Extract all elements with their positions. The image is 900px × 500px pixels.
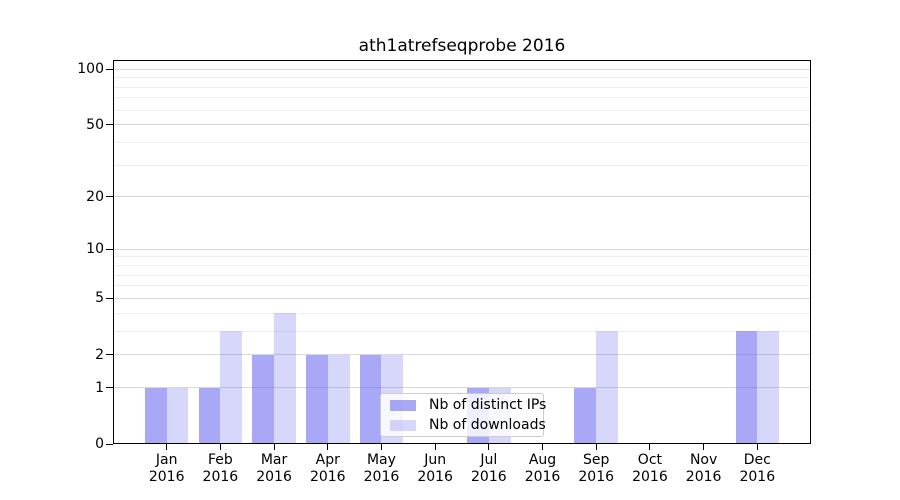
x-tick-label: Jul 2016 <box>471 452 507 485</box>
y-tick-mark <box>106 354 113 356</box>
y-tick-mark <box>106 68 113 70</box>
x-tick-label: Nov 2016 <box>685 452 722 485</box>
legend-row-distinct-ips: Nb of distinct IPs <box>390 397 546 414</box>
legend-swatch-downloads <box>390 419 416 431</box>
x-tick-mark <box>380 444 382 450</box>
gridline-minor <box>113 330 811 332</box>
x-tick-mark <box>756 444 758 450</box>
y-tick-mark <box>106 196 113 198</box>
y-tick-label: 100 <box>77 61 104 78</box>
bar-distinct-ips-may <box>359 354 382 444</box>
gridline-minor <box>113 97 811 99</box>
x-tick-mark <box>327 444 329 450</box>
y-tick-mark <box>106 297 113 299</box>
x-tick-label: Mar 2016 <box>256 452 292 485</box>
x-tick-mark <box>703 444 705 450</box>
bar-distinct-ips-apr <box>305 354 328 444</box>
bar-downloads-mar <box>274 313 296 444</box>
gridline-minor <box>113 285 811 287</box>
x-tick-label: Dec 2016 <box>739 452 776 485</box>
x-tick-mark <box>273 444 275 450</box>
gridline-minor <box>113 312 811 314</box>
x-tick-mark <box>219 444 221 450</box>
y-tick-label: 20 <box>86 188 104 205</box>
x-tick-label: Aug 2016 <box>524 452 561 485</box>
gridline-minor <box>113 86 811 88</box>
gridline-major <box>113 124 811 126</box>
bar-distinct-ips-jan <box>144 387 167 444</box>
gridline-minor <box>113 77 811 79</box>
gridline-major <box>113 248 811 250</box>
x-tick-label: Sep 2016 <box>578 452 615 485</box>
x-tick-mark <box>649 444 651 450</box>
x-tick-mark <box>542 444 544 450</box>
bar-distinct-ips-dec <box>735 331 758 444</box>
x-tick-mark <box>488 444 490 450</box>
legend: Nb of distinct IPs Nb of downloads <box>380 393 546 437</box>
legend-row-downloads: Nb of downloads <box>390 417 546 434</box>
y-tick-mark <box>106 248 113 250</box>
bar-distinct-ips-mar <box>252 354 275 444</box>
y-tick-label: 2 <box>95 346 104 363</box>
bar-distinct-ips-sep <box>574 387 597 444</box>
bar-downloads-jan <box>166 387 189 444</box>
gridline-major <box>113 297 811 299</box>
gridline-minor <box>113 141 811 143</box>
legend-label-distinct-ips: Nb of distinct IPs <box>429 397 547 413</box>
x-tick-label: May 2016 <box>363 452 400 485</box>
y-tick-mark <box>106 124 113 126</box>
y-tick-label: 0 <box>95 436 104 452</box>
x-tick-mark <box>166 444 168 450</box>
bar-downloads-apr <box>327 354 350 444</box>
gridline-minor <box>113 265 811 267</box>
legend-label-downloads: Nb of downloads <box>429 417 546 433</box>
y-tick-label: 1 <box>95 379 104 396</box>
chart-title: ath1atrefseqprobe 2016 <box>358 36 566 56</box>
gridline-major <box>113 387 811 389</box>
y-tick-label: 10 <box>86 241 104 258</box>
y-tick-mark <box>106 443 113 445</box>
gridline-minor <box>113 256 811 258</box>
bar-distinct-ips-feb <box>198 387 221 444</box>
x-tick-label: Apr 2016 <box>309 452 346 485</box>
y-tick-label: 50 <box>86 116 104 133</box>
x-tick-label: Jan 2016 <box>148 452 185 485</box>
gridline-major <box>113 354 811 356</box>
y-tick-mark <box>106 387 113 389</box>
gridline-minor <box>113 164 811 166</box>
gridline-major <box>113 68 811 70</box>
bar-downloads-dec <box>757 331 780 444</box>
legend-swatch-distinct-ips <box>390 399 416 411</box>
bar-downloads-feb <box>220 331 243 444</box>
bar-downloads-sep <box>596 331 619 444</box>
gridline-major <box>113 196 811 198</box>
x-tick-label: Jun 2016 <box>417 452 453 485</box>
x-tick-mark <box>595 444 597 450</box>
y-tick-label: 5 <box>95 290 104 307</box>
x-tick-label: Feb 2016 <box>202 452 239 485</box>
x-tick-mark <box>434 444 436 450</box>
x-tick-label: Oct 2016 <box>632 452 668 485</box>
gridline-minor <box>113 274 811 276</box>
gridline-minor <box>113 109 811 111</box>
